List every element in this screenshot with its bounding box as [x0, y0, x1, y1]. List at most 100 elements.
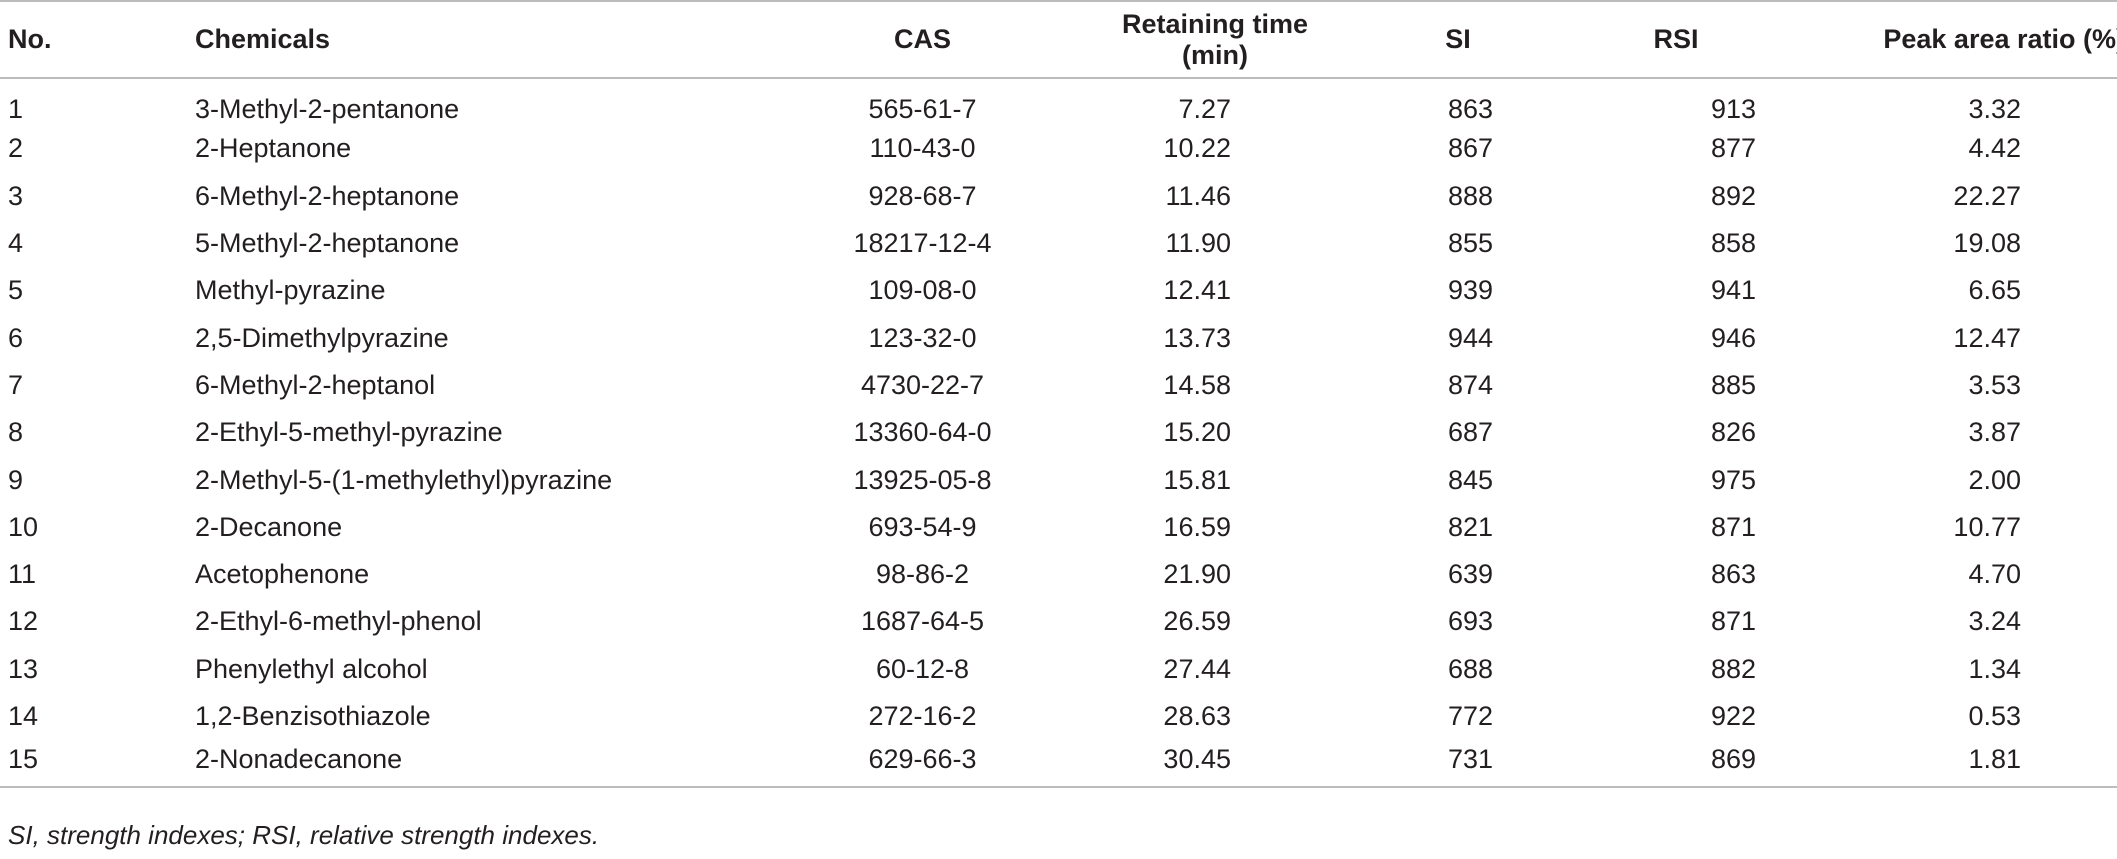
cell-no: 13: [8, 653, 39, 684]
cell-retaining-time: 12.41: [1163, 275, 1231, 306]
cell-chemical: 2-Ethyl-5-methyl-pyrazine: [195, 417, 503, 448]
cell-cas: 629-66-3: [745, 740, 1100, 789]
table-body: 1 3-Methyl-2-pentanone 565-61-7 7.27 863 913 3…: [0, 78, 2117, 789]
cell-chemical: 6-Methyl-2-heptanone: [195, 180, 460, 211]
cell-no: 4: [8, 228, 24, 259]
cell-rsi: 941: [1710, 275, 1756, 306]
header-no: No.: [0, 0, 195, 79]
header-si: SI: [1330, 0, 1586, 79]
cell-si: 867: [1447, 133, 1493, 164]
cell-no: 8: [8, 417, 24, 448]
cell-cas: 565-61-7: [868, 93, 977, 124]
cell-no: 15: [0, 740, 195, 789]
table-row: 15 2-Nonadecanone 629-66-3 30.45 731 869 1.81: [0, 740, 2117, 789]
cell-cas: 110-43-0: [869, 133, 976, 164]
cell-no: 3: [8, 180, 24, 211]
cell-cas: 4730-22-7: [860, 369, 985, 400]
cell-si: 693: [1447, 606, 1493, 637]
table-row: 14 1,2-Benzisothiazole 272-16-2 28.63 772 922…: [0, 693, 2117, 740]
cell-no: 5: [8, 275, 24, 306]
header-chemicals: Chemicals: [195, 0, 745, 79]
cell-cas: 13360-64-0: [853, 417, 992, 448]
table-row: 3 6-Methyl-2-heptanone 928-68-7 11.46 888 892…: [0, 173, 2117, 220]
cell-peak-area-ratio: 6.65: [1968, 275, 2021, 306]
cell-si: 874: [1447, 369, 1493, 400]
cell-rsi: 892: [1710, 180, 1756, 211]
cell-no: 1: [8, 93, 24, 124]
cell-no: 2: [8, 133, 24, 164]
cell-chemical: 2-Decanone: [195, 511, 343, 542]
table-row: 12 2-Ethyl-6-methyl-phenol 1687-64-5 26.59 6…: [0, 598, 2117, 645]
cell-retaining-time: 30.45: [1100, 740, 1330, 789]
cell-rsi: 858: [1710, 228, 1756, 259]
table-row: 6 2,5-Dimethylpyrazine 123-32-0 13.73 944 946…: [0, 314, 2117, 361]
cell-retaining-time: 27.44: [1163, 653, 1231, 684]
chemicals-table-container: No. Chemicals CAS Retaining time (min) S…: [0, 0, 2117, 789]
header-retaining-time: Retaining time (min): [1100, 0, 1330, 79]
cell-no: 10: [8, 511, 39, 542]
cell-cas: 693-54-9: [868, 511, 977, 542]
cell-rsi: 863: [1710, 559, 1756, 590]
cell-si: 772: [1447, 701, 1493, 731]
cell-rsi: 975: [1710, 464, 1756, 495]
cell-chemical: 6-Methyl-2-heptanol: [195, 369, 436, 400]
cell-no: 6: [8, 322, 24, 353]
cell-chemical: 5-Methyl-2-heptanone: [195, 228, 460, 259]
cell-peak-area-ratio: 1.34: [1968, 653, 2021, 684]
chemicals-table: No. Chemicals CAS Retaining time (min) S…: [0, 0, 2117, 789]
cell-no: 11: [8, 559, 37, 590]
header-rsi: RSI: [1586, 0, 1766, 79]
cell-retaining-time: 15.81: [1163, 464, 1231, 495]
cell-no: 7: [8, 369, 24, 400]
cell-cas: 98-86-2: [875, 559, 970, 590]
cell-chemical: 2-Methyl-5-(1-methylethyl)pyrazine: [195, 464, 613, 495]
table-row: 8 2-Ethyl-5-methyl-pyrazine 13360-64-0 15.2…: [0, 409, 2117, 456]
cell-retaining-time: 10.22: [1163, 133, 1231, 164]
table-footnote: SI, strength indexes; RSI, relative stre…: [8, 820, 600, 850]
table-row: 2 2-Heptanone 110-43-0 10.22 867 877 4.42: [0, 125, 2117, 172]
cell-peak-area-ratio: 0.53: [1968, 701, 2021, 731]
cell-si: 687: [1447, 417, 1493, 448]
cell-cas: 18217-12-4: [853, 228, 992, 259]
cell-cas: 13925-05-8: [853, 464, 992, 495]
cell-retaining-time: 16.59: [1163, 511, 1231, 542]
cell-chemical: 2-Nonadecanone: [195, 740, 745, 789]
cell-si: 939: [1447, 275, 1493, 306]
cell-no: 9: [8, 464, 24, 495]
cell-rsi: 885: [1710, 369, 1756, 400]
cell-retaining-time: 11.46: [1165, 180, 1231, 211]
cell-chemical: 2-Heptanone: [195, 133, 352, 164]
cell-chemical: Phenylethyl alcohol: [195, 653, 428, 684]
cell-si: 688: [1447, 653, 1493, 684]
cell-peak-area-ratio: 3.32: [1968, 93, 2021, 124]
cell-retaining-time: 26.59: [1163, 606, 1231, 637]
header-peak-area-ratio: Peak area ratio (%): [1766, 0, 2117, 79]
cell-si: 855: [1447, 228, 1493, 259]
cell-cas: 272-16-2: [868, 701, 977, 731]
header-cas: CAS: [745, 0, 1100, 79]
cell-retaining-time: 15.20: [1163, 417, 1231, 448]
cell-peak-area-ratio: 3.24: [1968, 606, 2021, 637]
table-row: 7 6-Methyl-2-heptanol 4730-22-7 14.58 874 885…: [0, 362, 2117, 409]
cell-chemical: 1,2-Benzisothiazole: [195, 701, 431, 731]
cell-chemical: 2-Ethyl-6-methyl-phenol: [195, 606, 482, 637]
cell-rsi: 946: [1710, 322, 1756, 353]
cell-rsi: 826: [1710, 417, 1756, 448]
table-row: 1 3-Methyl-2-pentanone 565-61-7 7.27 863 913 3…: [0, 78, 2117, 125]
table-row: 11 Acetophenone 98-86-2 21.90 639 863 4.70: [0, 551, 2117, 598]
cell-retaining-time: 13.73: [1163, 322, 1231, 353]
cell-si: 821: [1447, 511, 1493, 542]
cell-cas: 1687-64-5: [860, 606, 985, 637]
cell-si: 731: [1330, 740, 1586, 789]
cell-retaining-time: 28.63: [1163, 701, 1231, 731]
cell-chemical: Methyl-pyrazine: [195, 275, 386, 306]
cell-peak-area-ratio: 22.27: [1953, 180, 2021, 211]
cell-peak-area-ratio: 4.42: [1968, 133, 2021, 164]
cell-chemical: 3-Methyl-2-pentanone: [195, 93, 460, 124]
cell-peak-area-ratio: 12.47: [1953, 322, 2021, 353]
cell-peak-area-ratio: 3.87: [1968, 417, 2021, 448]
cell-peak-area-ratio: 1.81: [1766, 740, 2117, 789]
cell-retaining-time: 14.58: [1163, 369, 1231, 400]
cell-rsi: 869: [1586, 740, 1766, 789]
table-row: 4 5-Methyl-2-heptanone 18217-12-4 11.90 855 8…: [0, 220, 2117, 267]
